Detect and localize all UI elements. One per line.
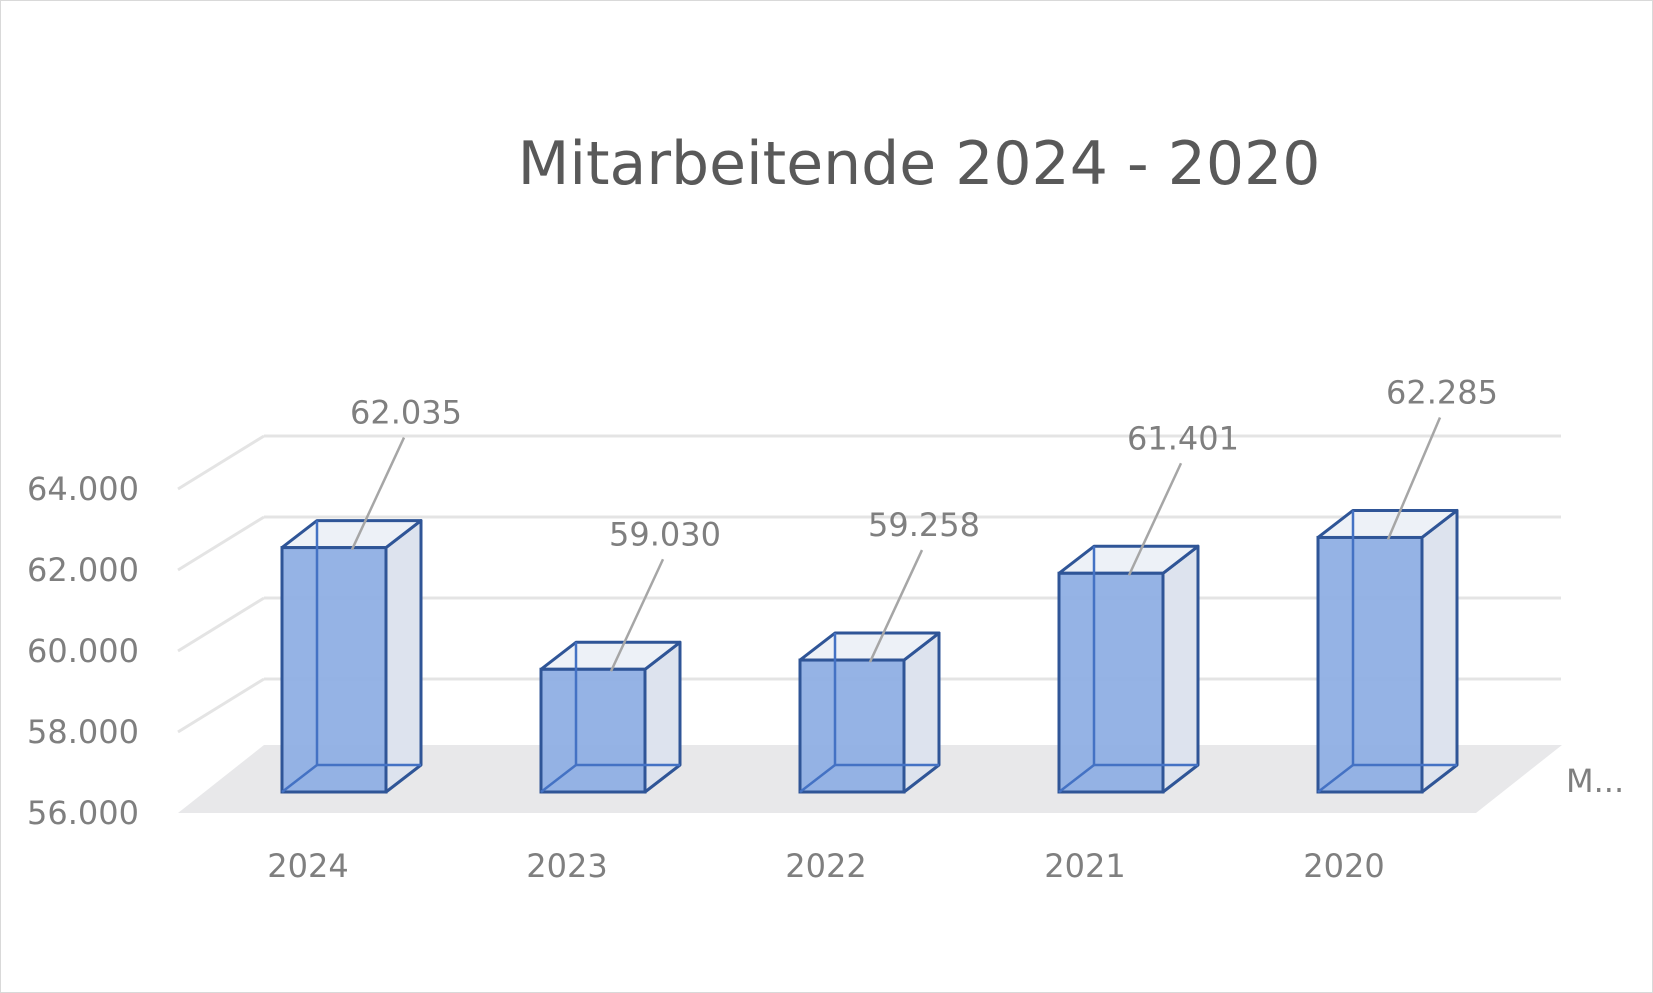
bar-front-face (539, 667, 647, 794)
bar-hidden-edge-diag (1317, 764, 1354, 793)
data-label: 59.030 (609, 515, 721, 553)
bar-2023 (539, 640, 682, 794)
data-label-leader (1386, 416, 1442, 540)
bar-front-face (1057, 571, 1165, 794)
bar-hidden-edge-diag (799, 764, 836, 793)
y-tick-label: 56.000 (27, 794, 139, 832)
bar-front-face (1316, 535, 1424, 794)
data-label: 61.401 (1127, 419, 1239, 457)
bar-front-face (280, 546, 388, 794)
bar-side-face (1420, 508, 1459, 794)
bar-2024 (280, 519, 423, 794)
data-labels-group: 62.035 59.030 59.258 61.401 62.285 (350, 373, 1498, 553)
x-tick-label: 2024 (267, 847, 348, 885)
data-label-leader (350, 437, 406, 551)
gridline-slant (177, 596, 265, 653)
data-label-leader (609, 558, 665, 672)
bar-front-face (798, 658, 906, 794)
data-label-leaders (350, 416, 1442, 672)
bar-side-face (384, 519, 423, 794)
bar-2020 (1316, 508, 1459, 794)
y-tick-label: 62.000 (27, 551, 139, 589)
x-tick-label: 2022 (785, 847, 866, 885)
bar-hidden-edge-diag (540, 764, 577, 793)
data-label: 62.285 (1386, 373, 1498, 411)
chart-title: Mitarbeitende 2024 - 2020 (518, 129, 1321, 199)
y-axis-tick-labels: 56.000 58.000 60.000 62.000 64.000 (27, 470, 139, 832)
series-axis-label: M... (1566, 762, 1624, 800)
data-label-leader (1127, 462, 1183, 576)
x-tick-label: 2021 (1044, 847, 1125, 885)
data-label: 59.258 (868, 506, 980, 544)
bar-hidden-edge-diag (281, 764, 318, 793)
x-axis-tick-labels: 2024 2023 2022 2021 2020 (267, 847, 1384, 885)
y-tick-label: 58.000 (27, 713, 139, 751)
gridline-slant (177, 677, 265, 734)
y-tick-label: 64.000 (27, 470, 139, 508)
bar-side-face (1161, 544, 1200, 794)
x-tick-label: 2020 (1303, 847, 1384, 885)
bars-group (280, 508, 1459, 794)
gridline-slant (177, 515, 265, 572)
data-label: 62.035 (350, 394, 462, 432)
gridline-slant (177, 434, 265, 491)
bar-2022 (798, 631, 941, 794)
data-label-leader (868, 549, 924, 663)
bar-hidden-edge-diag (1058, 764, 1095, 793)
bar-2021 (1057, 544, 1200, 794)
y-tick-label: 60.000 (27, 632, 139, 670)
x-tick-label: 2023 (526, 847, 607, 885)
